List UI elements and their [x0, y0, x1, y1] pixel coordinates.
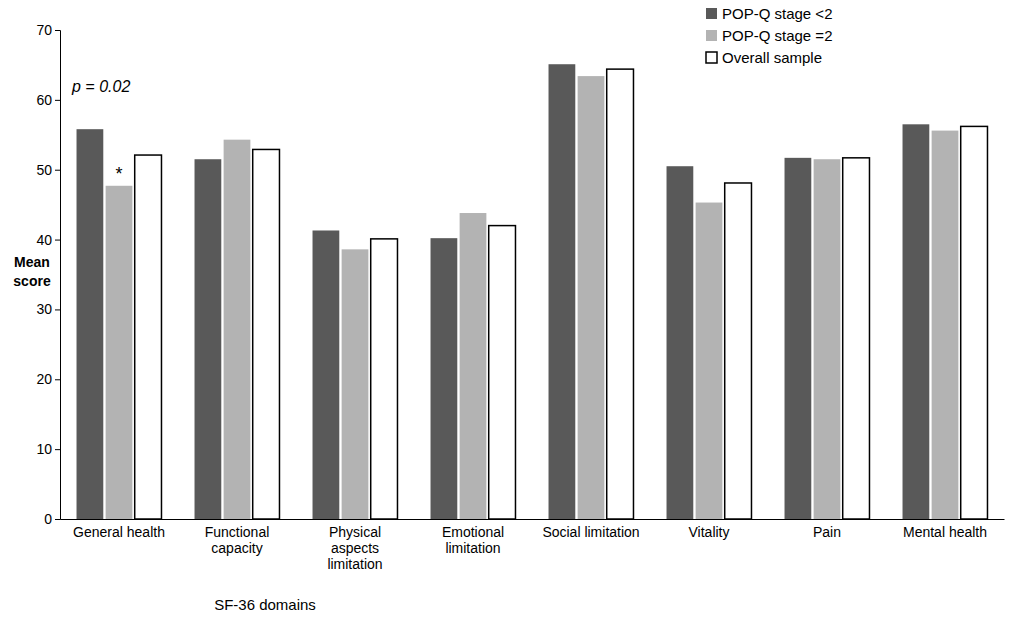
legend-label: POP-Q stage <2: [722, 5, 832, 22]
plot: 0 10 20 30 40 50 60 70 General health Functionalc…: [36, 22, 1004, 572]
y-tick: 50: [36, 162, 60, 178]
bar: [313, 230, 340, 519]
x-tick: Emotionallimitation: [442, 519, 504, 556]
bar: [785, 158, 812, 519]
y-tick-label: 0: [44, 511, 52, 527]
y-tick-label: 30: [36, 301, 52, 317]
annotation: p = 0.02: [71, 78, 130, 95]
y-tick: 40: [36, 232, 60, 248]
y-tick: 70: [36, 22, 60, 38]
x-tick: Vitality: [689, 519, 730, 540]
bar: [667, 166, 694, 519]
bar: [961, 126, 988, 519]
y-tick: 60: [36, 92, 60, 108]
chart: 0 10 20 30 40 50 60 70 General health Functionalc…: [0, 0, 1024, 624]
y-tick-mark: [55, 519, 60, 520]
y-tick: 30: [36, 301, 60, 317]
annotation: *: [115, 164, 122, 184]
y-tick-mark: [55, 449, 60, 450]
bar: [932, 131, 959, 519]
x-tick-label: Emotionallimitation: [442, 524, 504, 556]
bar: [903, 124, 930, 519]
bar: [489, 226, 516, 519]
x-tick: General health: [73, 519, 165, 540]
x-tick: Functionalcapacity: [205, 519, 270, 556]
bar: [578, 76, 605, 519]
y-tick-label: 50: [36, 162, 52, 178]
y-tick-label: 10: [36, 441, 52, 457]
y-tick-label: 20: [36, 371, 52, 387]
bar: [77, 129, 104, 519]
bar: [106, 186, 133, 519]
x-tick: Pain: [813, 519, 841, 540]
bar: [725, 183, 752, 519]
x-tick: Mental health: [903, 519, 987, 540]
legend-label: Overall sample: [722, 49, 822, 66]
y-tick-label: 70: [36, 22, 52, 38]
y-tick-label: 40: [36, 232, 52, 248]
bar: [696, 203, 723, 519]
legend-item: POP-Q stage <2: [706, 5, 832, 22]
y-axis-title: Meanscore: [13, 254, 51, 290]
legend-swatch: [706, 52, 717, 63]
legend-swatch: [706, 30, 717, 41]
x-tick-label: Social limitation: [542, 524, 639, 540]
bars: [77, 64, 988, 519]
y-axis-line: [55, 31, 61, 520]
y-tick-mark: [55, 240, 60, 241]
y-tick-mark: [55, 100, 60, 101]
x-tick: Physicalaspectslimitation: [327, 519, 382, 572]
y-tick-mark: [55, 309, 60, 310]
legend: POP-Q stage <2 POP-Q stage =2 Overall samp…: [706, 5, 832, 66]
bar: [431, 238, 458, 519]
y-tick: 0: [44, 511, 60, 527]
legend-item: Overall sample: [706, 49, 822, 66]
y-tick-mark: [55, 379, 60, 380]
bar: [607, 69, 634, 519]
y-tick: 20: [36, 371, 60, 387]
legend-swatch: [706, 8, 717, 19]
bar: [460, 213, 487, 519]
x-tick-label: Physicalaspectslimitation: [327, 524, 382, 572]
bar: [195, 159, 222, 519]
x-tick-label: General health: [73, 524, 165, 540]
bar: [224, 140, 251, 519]
y-tick-label: 60: [36, 92, 52, 108]
x-tick-label: Vitality: [689, 524, 730, 540]
bar: [549, 64, 576, 519]
x-axis-line: [61, 519, 1005, 520]
x-tick-label: Functionalcapacity: [205, 524, 270, 556]
bar: [371, 239, 398, 519]
bar: [342, 249, 369, 519]
x-tick-label: Pain: [813, 524, 841, 540]
y-tick-mark: [55, 30, 60, 31]
x-tick: Social limitation: [542, 519, 639, 540]
x-tick-label: Mental health: [903, 524, 987, 540]
bar: [814, 159, 841, 519]
bar: [135, 155, 162, 519]
bar: [253, 149, 280, 519]
legend-label: POP-Q stage =2: [722, 27, 832, 44]
x-axis: General health Functionalcapacity Physical…: [61, 519, 1005, 572]
legend-item: POP-Q stage =2: [706, 27, 832, 44]
bar: [843, 158, 870, 519]
y-tick-mark: [55, 170, 60, 171]
x-axis-title: SF-36 domains: [214, 596, 316, 613]
y-tick: 10: [36, 441, 60, 457]
